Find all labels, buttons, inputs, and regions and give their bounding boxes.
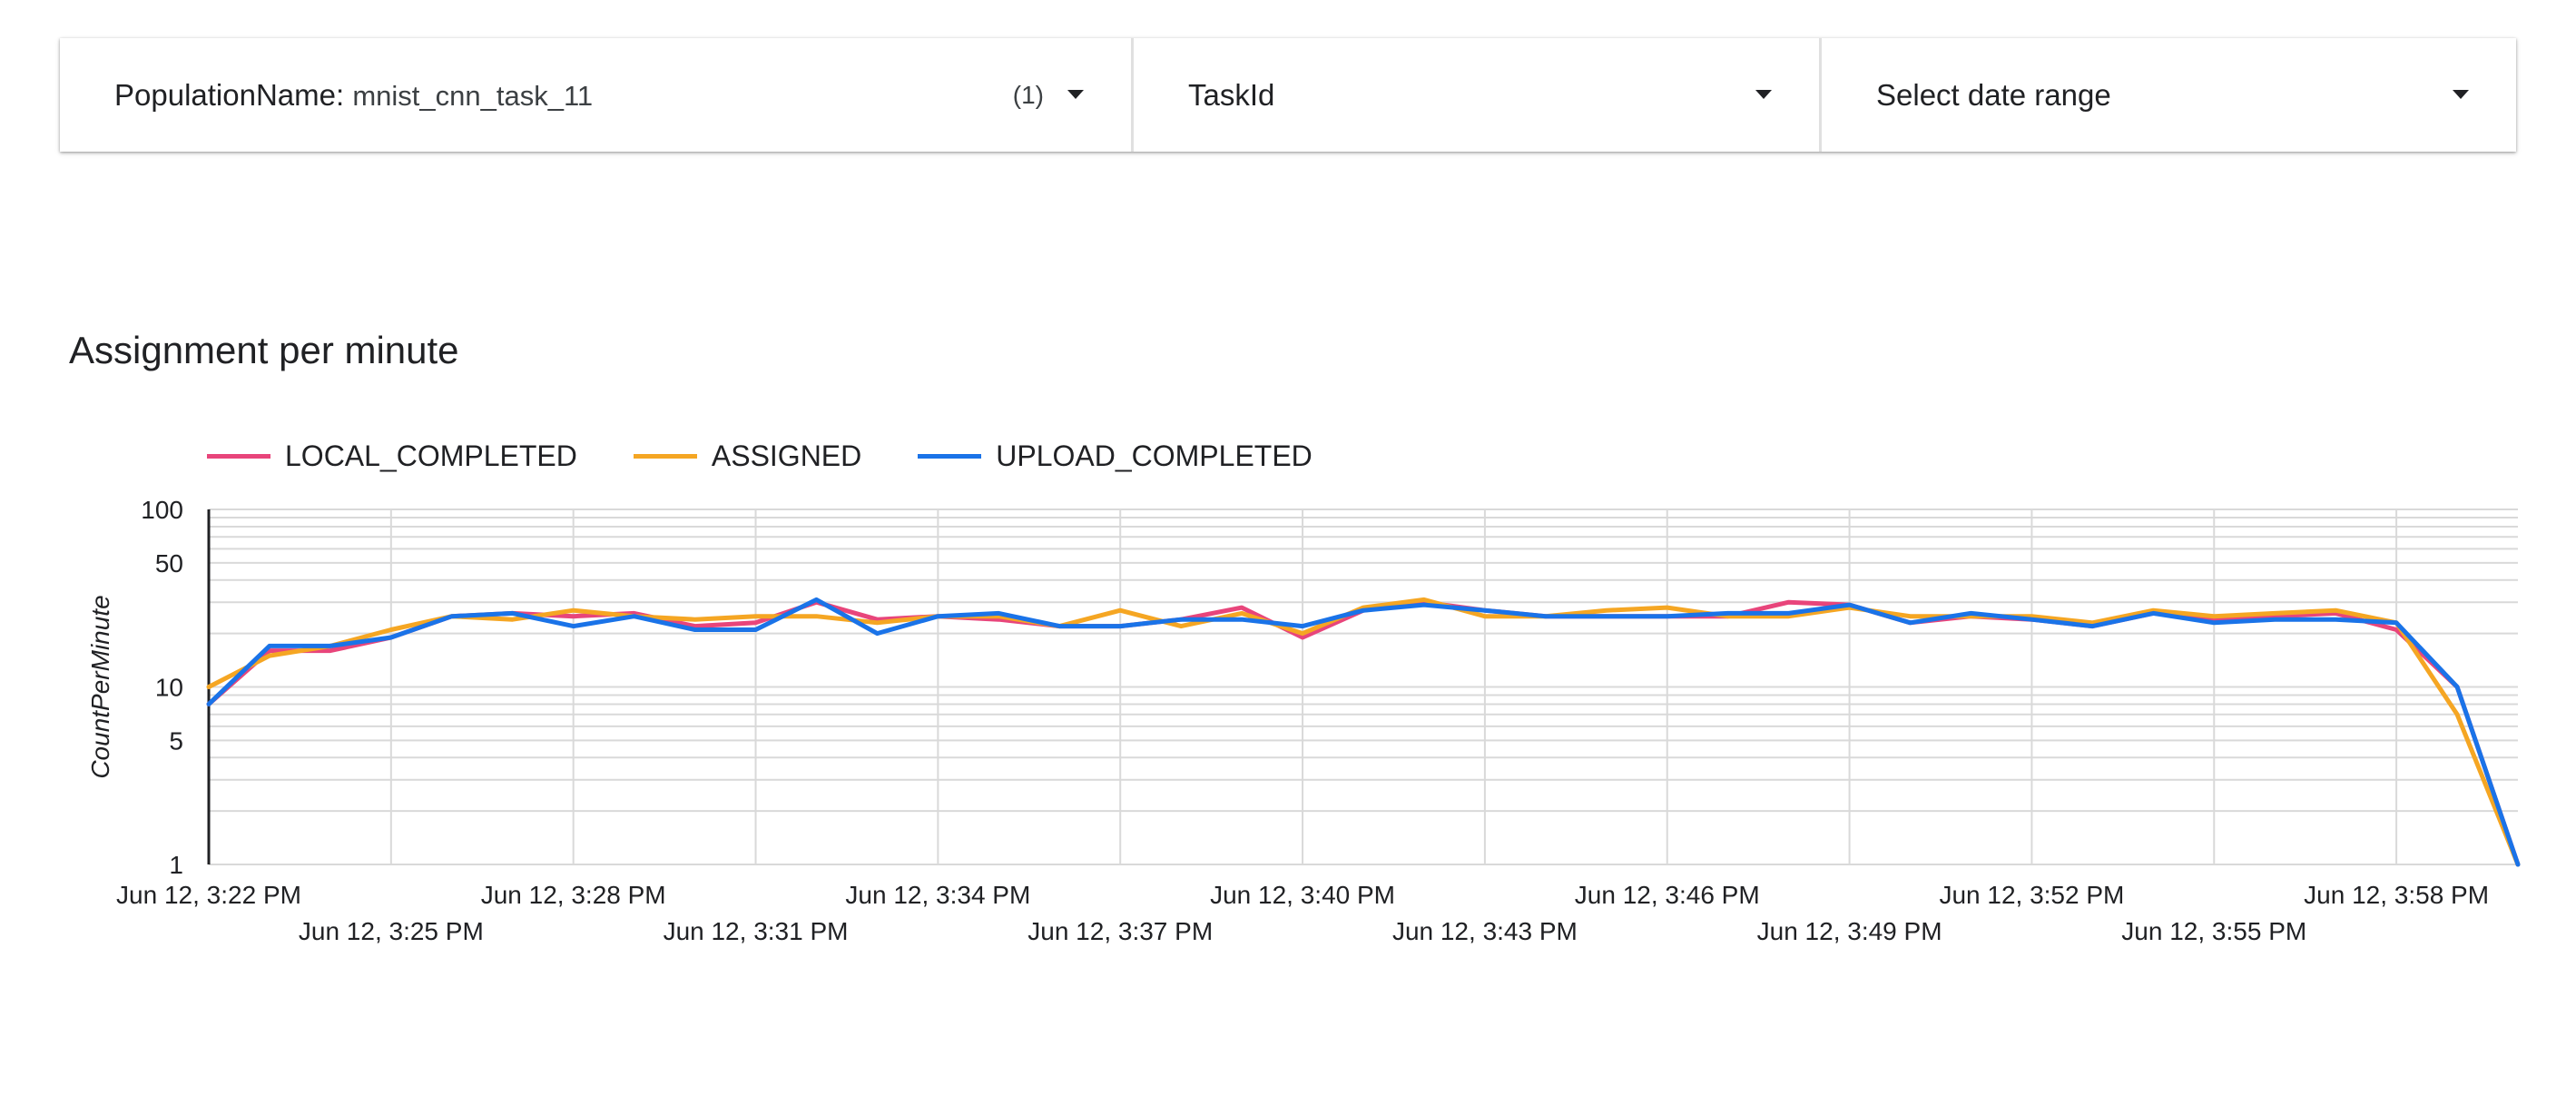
x-tick-label: Jun 12, 3:34 PM [845,881,1030,909]
y-tick-label: 1 [169,851,183,879]
x-tick-label: Jun 12, 3:37 PM [1027,917,1213,945]
series-line-assigned [206,597,2521,867]
legend-swatch [633,454,697,459]
y-axis-label: CountPerMinute [86,595,114,778]
filter-bar: PopulationName: mnist_cnn_task_11 (1) Ta… [60,38,2516,152]
legend-label: UPLOAD_COMPLETED [996,439,1313,472]
legend-swatch [207,454,270,459]
x-tick-label: Jun 12, 3:43 PM [1392,917,1578,945]
date-range-filter-label: Select date range [1876,77,2111,112]
population-name-filter-value: mnist_cnn_task_11 [352,79,594,112]
population-name-filter-text: PopulationName: mnist_cnn_task_11 [114,78,593,113]
y-tick-label: 100 [141,496,183,524]
task-id-filter-label: TaskId [1188,77,1275,112]
legend-item-local-completed[interactable]: LOCAL_COMPLETED [207,439,577,473]
legend-item-upload-completed[interactable]: UPLOAD_COMPLETED [918,439,1313,473]
date-range-filter[interactable]: Select date range [1819,38,2516,152]
legend-label: LOCAL_COMPLETED [285,439,577,472]
population-name-filter[interactable]: PopulationName: mnist_cnn_task_11 (1) [60,38,1131,152]
y-tick-label: 10 [155,674,183,702]
legend-item-assigned[interactable]: ASSIGNED [633,439,862,473]
x-tick-label: Jun 12, 3:31 PM [664,917,849,945]
x-tick-label: Jun 12, 3:22 PM [116,881,301,909]
legend-swatch [918,454,982,459]
legend-label: ASSIGNED [711,439,862,472]
y-tick-label: 5 [169,726,183,755]
x-tick-label: Jun 12, 3:25 PM [299,917,484,945]
x-tick-label: Jun 12, 3:49 PM [1757,917,1942,945]
x-tick-label: Jun 12, 3:28 PM [481,881,666,909]
chart-legend: LOCAL_COMPLETED ASSIGNED UPLOAD_COMPLETE… [207,439,1369,473]
dropdown-caret-icon[interactable] [1755,89,1772,99]
x-tick-label: Jun 12, 3:55 PM [2121,917,2306,945]
x-tick-label: Jun 12, 3:40 PM [1210,881,1395,909]
x-tick-label: Jun 12, 3:52 PM [1939,881,2124,909]
x-tick-label: Jun 12, 3:58 PM [2304,881,2489,909]
task-id-filter[interactable]: TaskId [1131,38,1819,152]
series-line-local-completed [206,599,2521,867]
population-name-filter-count: (1) [1012,80,1044,109]
y-tick-label: 50 [155,549,183,578]
chart-title: Assignment per minute [69,329,459,371]
population-name-filter-label: PopulationName [114,77,336,112]
filter-separator: : [336,77,353,112]
dropdown-caret-icon[interactable] [1067,89,1084,99]
x-tick-label: Jun 12, 3:46 PM [1575,881,1760,909]
dropdown-caret-icon[interactable] [2453,89,2469,99]
series-line-upload-completed [206,597,2521,867]
